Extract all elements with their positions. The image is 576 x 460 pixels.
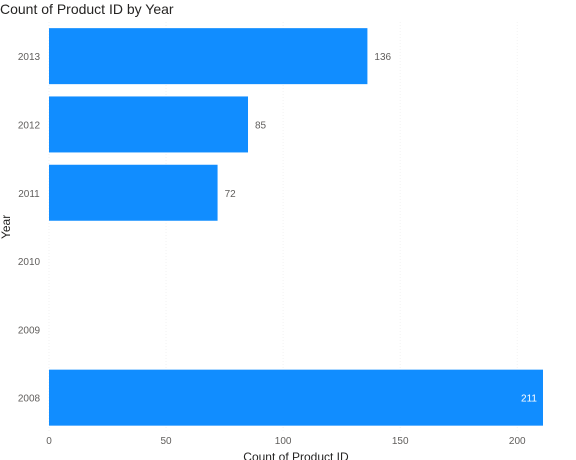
bars xyxy=(49,28,543,426)
data-label: 72 xyxy=(225,189,237,200)
data-label: 136 xyxy=(374,52,391,63)
bar xyxy=(49,369,543,426)
y-axis-title: Year xyxy=(0,215,13,239)
x-axis-title: Count of Product ID xyxy=(243,450,349,460)
y-tick-label: 2011 xyxy=(18,189,40,200)
x-tick-label: 100 xyxy=(275,436,292,447)
data-labels: 136 85 72 211 xyxy=(225,52,538,405)
data-label: 211 xyxy=(521,394,537,405)
x-tick-label: 0 xyxy=(46,436,52,447)
x-tick-label: 200 xyxy=(509,436,526,447)
y-tick-label: 2010 xyxy=(18,257,41,268)
y-tick-label: 2009 xyxy=(18,325,41,336)
y-tick-label: 2012 xyxy=(18,120,41,131)
x-axis-ticks: 0 50 100 150 200 xyxy=(46,436,526,447)
gridlines xyxy=(48,22,518,432)
y-tick-label: 2008 xyxy=(18,394,41,405)
chart-title: Count of Product ID by Year xyxy=(0,1,174,17)
data-label: 85 xyxy=(255,120,267,131)
bar xyxy=(49,96,249,153)
y-tick-label: 2013 xyxy=(18,52,41,63)
bar xyxy=(49,28,368,85)
x-tick-label: 50 xyxy=(160,436,172,447)
x-tick-label: 150 xyxy=(392,436,409,447)
y-axis-ticks: 2013 2012 2011 2010 2009 2008 xyxy=(18,52,41,405)
bar xyxy=(49,164,218,221)
